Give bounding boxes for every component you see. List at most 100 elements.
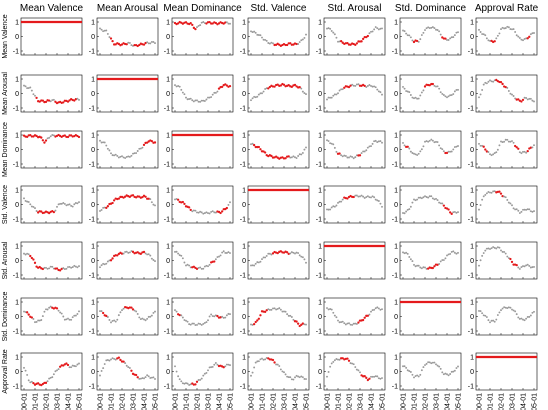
data-point — [100, 310, 103, 313]
data-point-significant — [285, 43, 289, 47]
data-point — [422, 366, 425, 369]
data-point — [59, 311, 62, 314]
data-point — [523, 37, 526, 40]
y-tick-label: -1 — [89, 162, 95, 169]
data-point — [286, 313, 289, 316]
data-point — [520, 152, 523, 155]
x-tick-label: 2003-01 — [282, 393, 289, 410]
data-point — [332, 31, 335, 34]
data-point — [194, 209, 197, 212]
data-point — [420, 197, 423, 200]
data-point — [416, 154, 419, 156]
data-point — [511, 28, 513, 31]
data-point-significant — [225, 84, 229, 87]
x-tick-label: 2004-01 — [521, 393, 528, 410]
data-point — [439, 367, 442, 370]
data-point — [150, 257, 153, 260]
y-tick-label: 0 — [166, 34, 170, 41]
data-point — [208, 315, 211, 318]
data-point — [250, 264, 252, 267]
data-point — [484, 81, 487, 84]
data-point — [262, 90, 265, 93]
data-point-significant — [47, 211, 51, 215]
data-point — [413, 376, 415, 379]
data-point — [51, 99, 54, 101]
data-point-significant — [279, 84, 283, 87]
y-tick-label: -1 — [316, 273, 322, 280]
data-point — [374, 307, 377, 310]
data-point-significant — [263, 310, 267, 314]
panel-std-valence-vs-std-dominance: 10-1 — [392, 185, 462, 224]
data-point — [51, 134, 54, 136]
data-point-significant — [66, 135, 70, 139]
data-point — [305, 33, 307, 36]
panel-std-arousal-vs-mean-arousal: 10-1 — [89, 241, 159, 280]
data-point — [110, 152, 112, 155]
y-tick-label: -1 — [468, 217, 474, 224]
data-point — [352, 157, 355, 160]
data-point — [144, 252, 147, 255]
data-point — [108, 149, 111, 152]
data-point — [444, 257, 447, 260]
y-tick-label: 1 — [166, 244, 170, 251]
panel-frame — [20, 352, 83, 391]
data-point — [514, 31, 517, 33]
data-point-significant — [40, 210, 43, 213]
data-point — [453, 90, 456, 93]
data-point — [189, 97, 192, 100]
data-point — [417, 40, 420, 43]
data-point — [427, 361, 430, 364]
data-point-significant — [189, 22, 192, 25]
data-point — [430, 362, 433, 365]
row-label-mean-arousal: Mean Arousal — [2, 72, 9, 115]
data-point — [381, 308, 383, 311]
data-point — [333, 205, 336, 208]
data-point — [256, 33, 259, 36]
data-point — [341, 320, 344, 323]
data-point — [359, 371, 361, 374]
data-point-significant — [498, 190, 501, 193]
panel-frame — [96, 241, 159, 280]
data-point — [506, 307, 509, 310]
data-point-significant — [368, 377, 371, 380]
data-point — [227, 203, 230, 206]
data-point — [213, 315, 216, 318]
data-point — [453, 146, 456, 148]
data-point — [152, 41, 155, 43]
data-point — [207, 212, 209, 215]
data-point — [427, 196, 430, 199]
data-point — [503, 251, 506, 253]
panel-std-dominance-vs-std-dominance: 10-1 — [392, 297, 462, 336]
data-point — [216, 363, 219, 366]
data-point — [99, 310, 101, 313]
data-point-significant — [55, 307, 59, 310]
data-point — [435, 28, 437, 31]
data-point — [351, 83, 354, 86]
data-point-significant — [259, 314, 262, 317]
data-point — [424, 140, 426, 143]
data-point-significant — [346, 197, 349, 200]
data-point — [46, 137, 49, 140]
data-point — [268, 42, 271, 45]
data-point — [26, 252, 29, 255]
data-point — [303, 36, 306, 39]
panel-frame — [399, 74, 462, 113]
data-point — [504, 306, 507, 309]
data-point — [57, 309, 60, 312]
data-point — [507, 140, 510, 143]
x-tick-label: 2004-01 — [217, 393, 224, 410]
data-point-significant — [111, 39, 114, 43]
y-tick-label: 0 — [394, 258, 398, 265]
data-point — [428, 139, 431, 142]
data-point-significant — [268, 85, 272, 89]
data-point-significant — [296, 322, 300, 325]
column-title-std-dominance: Std. Dominance — [395, 3, 467, 14]
data-point — [128, 155, 131, 158]
data-point — [373, 140, 376, 143]
data-point-significant — [290, 85, 294, 88]
data-point — [67, 266, 69, 268]
data-point — [177, 375, 180, 378]
y-tick-label: -1 — [13, 273, 19, 280]
data-point — [45, 266, 47, 269]
y-tick-label: -1 — [89, 49, 95, 56]
